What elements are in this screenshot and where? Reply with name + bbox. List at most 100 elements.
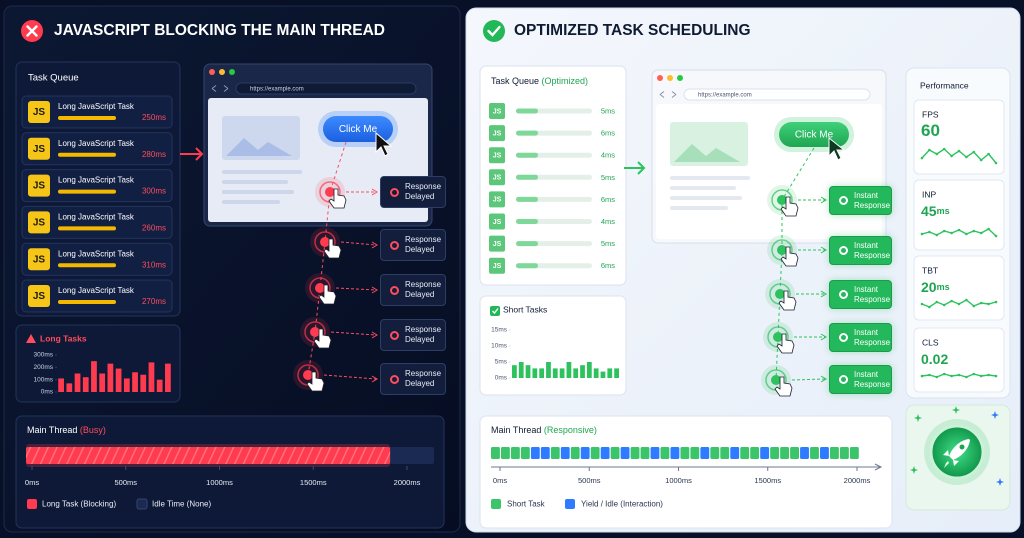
response-label: Instant Response xyxy=(854,284,891,304)
delay-arrow xyxy=(340,241,377,246)
task-label: Long JavaScript Task xyxy=(58,213,135,222)
response-label: Instant Response xyxy=(854,190,891,210)
card-title-main: Main Thread xyxy=(27,425,77,435)
panel-title: OPTIMIZED TASK SCHEDULING xyxy=(514,22,751,39)
sparkline-dot xyxy=(935,233,939,237)
sparkline-dot xyxy=(935,375,939,379)
bar xyxy=(123,378,130,392)
response-label: Response Delayed xyxy=(405,369,442,388)
idle-segment xyxy=(670,447,680,459)
instant-arrow xyxy=(791,378,826,381)
task-segment xyxy=(510,447,520,459)
bar xyxy=(115,368,122,392)
response-badge: Instant Response xyxy=(829,236,892,265)
hand-pointer xyxy=(774,376,793,397)
task-duration: 5ms xyxy=(601,173,615,182)
timeline-axis xyxy=(491,463,883,471)
metric-label: CLS xyxy=(922,337,939,347)
idle-segment xyxy=(580,447,590,459)
sparkline-dot xyxy=(942,147,946,151)
js-badge-label: JS xyxy=(493,175,502,182)
url-text: https://example.com xyxy=(250,86,304,92)
sparkline-dot xyxy=(957,373,961,377)
metric-unit: ms xyxy=(937,206,950,216)
metric-card xyxy=(913,99,1005,175)
task-label: Long JavaScript Task xyxy=(58,102,135,111)
x-tick-label: 1500ms xyxy=(754,476,781,485)
bar xyxy=(107,363,114,392)
sparkline-dot xyxy=(920,232,924,236)
cursor xyxy=(375,131,393,157)
sparkline-dot xyxy=(965,298,968,302)
task-segment xyxy=(750,447,760,459)
click-dot xyxy=(310,327,320,337)
task-row xyxy=(21,279,173,313)
bar xyxy=(539,368,545,378)
y-tick-label: 300ms xyxy=(33,352,53,359)
check-icon xyxy=(483,20,505,42)
js-badge xyxy=(489,103,505,119)
panel-title: JAVASCRIPT BLOCKING THE MAIN THREAD xyxy=(54,22,385,39)
delay-arrowhead xyxy=(371,286,378,294)
url-bar xyxy=(683,88,871,101)
response-label: Response Delayed xyxy=(405,182,442,201)
bar xyxy=(614,368,619,378)
task-bar xyxy=(58,152,116,157)
task-segment xyxy=(550,447,560,459)
bar xyxy=(74,373,81,392)
task-duration: 6ms xyxy=(601,261,615,270)
button-label[interactable]: Click Me xyxy=(339,124,378,135)
sparkline-dot xyxy=(950,231,953,235)
task-segment xyxy=(610,447,620,459)
task-bar xyxy=(58,263,116,268)
response-icon xyxy=(390,285,399,295)
hand-pointer xyxy=(306,371,325,392)
bar xyxy=(66,383,73,392)
task-segment xyxy=(770,447,780,459)
text-line xyxy=(222,180,288,184)
task-row xyxy=(21,95,173,129)
task-row xyxy=(21,169,173,203)
task-bar xyxy=(516,241,538,247)
task-bar xyxy=(516,174,538,180)
idle-segment xyxy=(540,447,550,459)
button-label[interactable]: Click Me xyxy=(795,130,834,141)
url-text: https://example.com xyxy=(698,92,752,98)
card-title: Task Queue xyxy=(28,73,79,84)
click-dot xyxy=(325,187,335,197)
x-tick-label: 2000ms xyxy=(394,478,421,487)
bar xyxy=(91,361,97,392)
sparkline-dot xyxy=(920,302,924,306)
delay-arrowhead xyxy=(371,375,378,383)
task-segment xyxy=(710,447,720,459)
task-segment xyxy=(740,447,750,459)
text-line xyxy=(670,186,736,190)
response-badge: Response Delayed xyxy=(380,229,446,261)
long-task-bar xyxy=(26,447,391,464)
click-dot xyxy=(320,237,330,247)
sparkline-dot xyxy=(965,375,968,379)
sparkline-dot xyxy=(928,148,931,152)
check-box xyxy=(490,306,500,316)
js-badge-label: JS xyxy=(493,108,502,115)
bar xyxy=(573,368,579,378)
sparkline-dot xyxy=(979,301,983,305)
image-mountains xyxy=(226,138,292,156)
response-label: Instant Response xyxy=(854,327,891,347)
click-dot xyxy=(773,332,783,342)
x-tick-label: 500ms xyxy=(114,478,137,487)
task-duration: 6ms xyxy=(601,129,615,138)
metric-label: FPS xyxy=(922,109,939,119)
task-row xyxy=(21,132,173,166)
sparkline-dot xyxy=(979,158,983,162)
legend-swatch xyxy=(27,499,37,509)
hand-pointer xyxy=(780,196,799,217)
js-badge-label: JS xyxy=(493,241,502,248)
js-badge xyxy=(489,147,505,164)
response-icon xyxy=(839,246,848,255)
response-badge: Response Delayed xyxy=(380,176,446,208)
idle-segment xyxy=(730,447,740,459)
sparkline-dot xyxy=(987,152,990,156)
js-badge-label: JS xyxy=(493,130,502,137)
bar xyxy=(512,365,517,378)
